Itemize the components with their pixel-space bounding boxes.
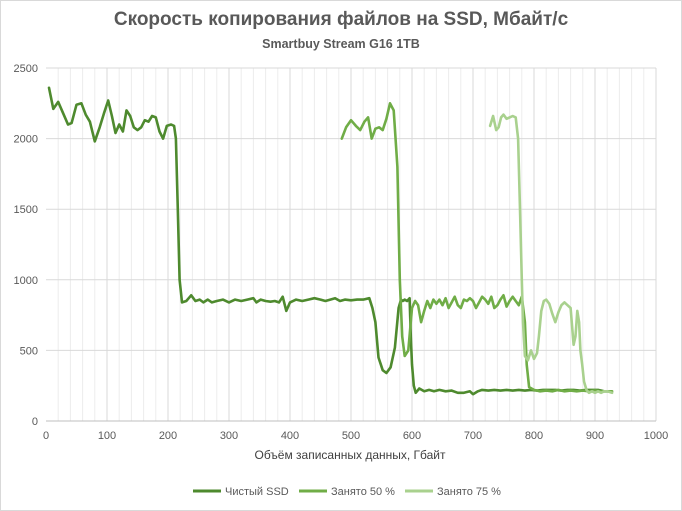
y-tick-label: 2000 — [14, 134, 38, 146]
x-tick-label: 400 — [281, 430, 299, 442]
y-tick-label: 2500 — [14, 63, 38, 75]
x-tick-label: 500 — [342, 430, 360, 442]
y-tick-label: 1500 — [14, 204, 38, 216]
y-tick-label: 0 — [32, 416, 38, 428]
legend: Чистый SSD Занято 50 % Занято 75 % — [193, 486, 501, 498]
x-axis-ticks: 0 100 200 300 400 500 600 700 800 900 1000 — [43, 430, 668, 442]
legend-label: Занято 75 % — [437, 486, 501, 498]
x-tick-label: 800 — [525, 430, 543, 442]
x-tick-label: 900 — [586, 430, 604, 442]
chart-title: Скорость копирования файлов на SSD, Мбай… — [113, 9, 569, 30]
x-tick-label: 100 — [98, 430, 116, 442]
grid-lines — [46, 67, 657, 421]
x-tick-label: 600 — [403, 430, 421, 442]
series-line-1 — [47, 86, 612, 396]
x-tick-label: 300 — [220, 430, 238, 442]
chart-subtitle: Smartbuy Stream G16 1TB — [262, 37, 420, 51]
x-tick-label: 0 — [43, 430, 49, 442]
x-axis-label: Объём записанных данных, Гбайт — [254, 448, 446, 462]
x-tick-label: 200 — [159, 430, 177, 442]
x-tick-label: 1000 — [644, 430, 668, 442]
legend-label: Занято 50 % — [331, 486, 395, 498]
series-line-2 — [340, 102, 614, 393]
x-tick-label: 700 — [464, 430, 482, 442]
y-tick-label: 1000 — [14, 275, 38, 287]
series-lines — [47, 86, 614, 396]
y-axis-ticks: 0 500 1000 1500 2000 2500 — [14, 63, 38, 428]
legend-label: Чистый SSD — [225, 486, 289, 498]
series-line-3 — [488, 113, 614, 395]
y-tick-label: 500 — [20, 345, 38, 357]
